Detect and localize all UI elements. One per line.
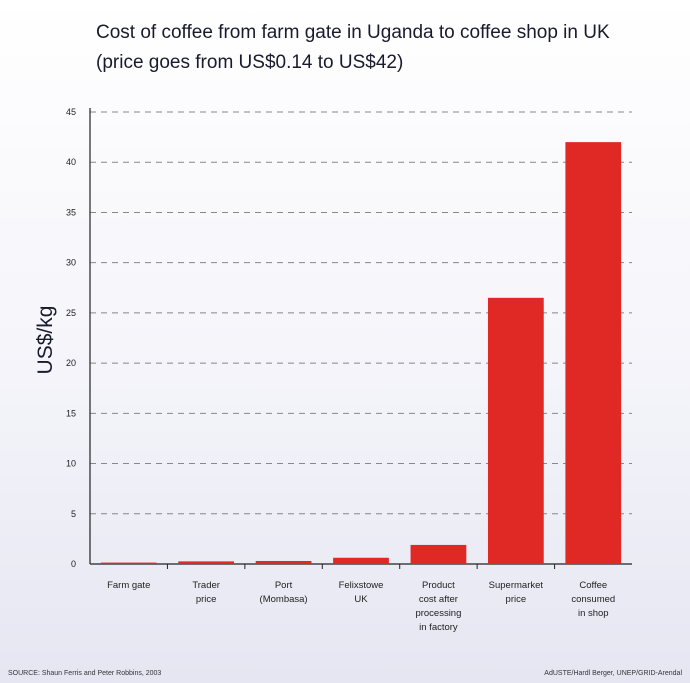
y-tick-label: 35 bbox=[66, 207, 76, 217]
bar bbox=[333, 557, 389, 564]
x-tick-label: Coffee bbox=[579, 580, 607, 591]
x-tick-label: cost after bbox=[419, 594, 458, 605]
credit-note: AdUSTE/Hardl Berger, UNEP/GRID-Arendal bbox=[544, 670, 682, 677]
y-tick-label: 30 bbox=[66, 258, 76, 268]
bar bbox=[410, 544, 467, 564]
x-tick-label: Port bbox=[275, 580, 293, 591]
bar bbox=[565, 142, 622, 564]
bar bbox=[100, 562, 157, 564]
x-tick-label: Felixstowe bbox=[339, 580, 384, 591]
x-tick-label: (Mombasa) bbox=[260, 594, 308, 605]
y-tick-label: 45 bbox=[66, 107, 76, 117]
x-tick-label: price bbox=[196, 594, 217, 605]
y-tick-label: 10 bbox=[66, 459, 76, 469]
x-tick-label: Product bbox=[422, 580, 455, 591]
x-tick-label: processing bbox=[415, 608, 461, 619]
x-tick-label: Supermarket bbox=[489, 580, 544, 591]
x-tick-label: in factory bbox=[419, 622, 458, 633]
x-tick-label: in shop bbox=[578, 608, 609, 619]
source-note: SOURCE: Shaun Ferris and Peter Robbins, … bbox=[8, 670, 162, 677]
chart-title: Cost of coffee from farm gate in Uganda … bbox=[96, 22, 610, 43]
bar bbox=[487, 297, 544, 564]
y-tick-label: 5 bbox=[71, 509, 76, 519]
bar bbox=[255, 560, 312, 564]
bar bbox=[178, 561, 235, 564]
y-tick-label: 15 bbox=[66, 408, 76, 418]
x-tick-label: price bbox=[506, 594, 527, 605]
y-tick-label: 0 bbox=[71, 559, 76, 569]
y-tick-label: 25 bbox=[66, 308, 76, 318]
chart-subtitle: (price goes from US$0.14 to US$42) bbox=[96, 52, 404, 73]
x-tick-label: Farm gate bbox=[107, 580, 150, 591]
x-tick-label: Trader bbox=[192, 580, 220, 591]
y-tick-label: 40 bbox=[66, 157, 76, 167]
y-tick-label: 20 bbox=[66, 358, 76, 368]
x-tick-label: consumed bbox=[571, 594, 615, 605]
x-tick-label: UK bbox=[354, 594, 368, 605]
